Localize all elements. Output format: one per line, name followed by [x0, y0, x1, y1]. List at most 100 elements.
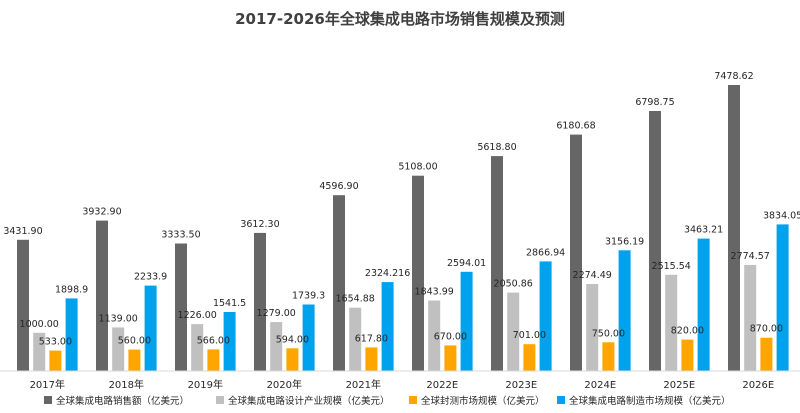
value-label-s4-2: 1541.5 [213, 298, 246, 309]
bar-s4-0 [65, 298, 78, 371]
value-label-s3-8: 820.00 [671, 326, 704, 337]
bar-s3-0 [49, 350, 62, 371]
value-label-s4-3: 1739.3 [292, 291, 325, 302]
bar-s1-9 [728, 85, 740, 371]
value-label-s4-5: 2594.01 [447, 258, 486, 269]
bar-s3-4 [365, 347, 378, 371]
bar-s1-4 [333, 195, 345, 371]
x-tick-label-9: 2026E [742, 380, 774, 391]
legend-label-4: 全球集成电路制造市场规模（亿美元） [569, 395, 731, 407]
bar-s3-1 [128, 349, 141, 371]
value-label-s2-5: 1843.99 [415, 287, 454, 298]
bar-s1-5 [412, 175, 424, 371]
bar-s2-9 [744, 264, 757, 371]
legend-label-1: 全球集成电路销售额（亿美元） [56, 395, 189, 407]
x-tick-label-1: 2018年 [109, 378, 144, 391]
bar-s3-7 [602, 342, 615, 371]
x-tick-label-2: 2019年 [188, 378, 223, 391]
value-label-s3-7: 750.00 [592, 328, 625, 339]
value-label-s2-2: 1226.00 [178, 310, 217, 321]
bar-s1-6 [491, 156, 503, 371]
value-label-s3-2: 566.00 [197, 335, 230, 346]
bar-s4-7 [618, 250, 631, 371]
value-label-s3-5: 670.00 [434, 331, 467, 342]
bar-s3-9 [760, 337, 773, 371]
value-label-s1-0: 3431.90 [3, 226, 42, 237]
value-label-s3-9: 870.00 [750, 324, 783, 335]
x-tick-label-4: 2021年 [346, 378, 381, 391]
legend: 全球集成电路销售额（亿美元） 全球集成电路设计产业规模（亿美元） 全球封测市场规模（… [44, 395, 731, 407]
value-label-s4-1: 2233.9 [134, 272, 167, 283]
bar-s1-3 [254, 232, 266, 371]
bar-s2-4 [349, 307, 362, 371]
bar-s4-2 [223, 312, 236, 371]
bar-s2-8 [665, 274, 678, 371]
bar-s3-5 [444, 345, 457, 371]
bar-s2-5 [428, 300, 441, 371]
bar-s2-3 [270, 322, 283, 371]
bar-s4-3 [302, 304, 315, 371]
bar-s3-8 [681, 339, 694, 371]
bar-s1-7 [570, 134, 582, 371]
value-label-s4-7: 3156.19 [605, 236, 644, 247]
bars-layer [17, 85, 789, 371]
value-label-s2-6: 2050.86 [494, 279, 533, 290]
bar-s3-2 [207, 349, 220, 371]
value-label-s4-0: 1898.9 [55, 284, 88, 295]
bar-s4-5 [460, 271, 473, 371]
x-tick-label-0: 2017年 [30, 378, 65, 391]
value-label-s3-0: 533.00 [39, 337, 72, 348]
legend-swatch-2 [216, 396, 224, 404]
value-label-s3-3: 594.00 [276, 334, 309, 345]
x-tick-labels: 2017年 2018年 2019年 2020年 2021年 2022E 2023E 2024E… [30, 378, 775, 391]
value-label-s1-4: 4596.90 [319, 181, 358, 192]
legend-label-3: 全球封测市场规模（亿美元） [421, 395, 545, 407]
legend-swatch-3 [409, 396, 417, 404]
bar-s1-0 [17, 239, 29, 371]
value-label-s1-6: 5618.80 [477, 142, 516, 153]
legend-label-2: 全球集成电路设计产业规模（亿美元） [228, 395, 390, 407]
value-label-s3-6: 701.00 [513, 330, 546, 341]
legend-swatch-4 [557, 396, 565, 404]
value-label-s1-8: 6798.75 [635, 97, 674, 108]
value-label-s4-9: 3834.05 [763, 210, 800, 221]
value-label-s3-4: 617.80 [355, 333, 388, 344]
bar-s4-8 [697, 238, 710, 371]
bar-s3-3 [286, 348, 299, 371]
x-tick-label-6: 2023E [505, 380, 537, 391]
bar-s2-1 [112, 327, 125, 371]
value-label-s2-0: 1000.00 [20, 319, 59, 330]
value-label-s2-3: 1279.00 [257, 308, 296, 319]
value-label-s1-9: 7478.62 [714, 71, 753, 82]
bar-s2-7 [586, 284, 599, 371]
bar-s1-2 [175, 243, 187, 371]
value-label-s4-4: 2324.216 [365, 268, 410, 279]
x-tick-label-3: 2020年 [267, 378, 302, 391]
bar-s4-6 [539, 261, 552, 371]
value-label-s2-4: 1654.88 [336, 294, 375, 305]
bar-s1-8 [649, 111, 661, 371]
bar-s3-6 [523, 344, 536, 371]
x-tick-label-5: 2022E [426, 380, 458, 391]
value-label-s2-7: 2274.49 [573, 270, 612, 281]
value-label-s2-9: 2774.57 [731, 251, 770, 262]
value-label-s4-6: 2866.94 [526, 247, 565, 258]
bar-s2-0 [33, 332, 46, 371]
value-label-s3-1: 560.00 [118, 336, 151, 347]
chart-title: 2017-2026年全球集成电路市场销售规模及预测 [235, 10, 565, 28]
bar-s4-9 [776, 224, 789, 371]
value-labels-layer: 3431.90 1000.00 533.00 1898.9 3932.90 1139.00… [3, 71, 800, 348]
value-label-s2-8: 2515.54 [652, 261, 691, 272]
bar-s4-1 [144, 285, 157, 371]
x-tick-label-7: 2024E [584, 380, 616, 391]
value-label-s2-1: 1139.00 [99, 313, 138, 324]
value-label-s1-5: 5108.00 [398, 162, 437, 173]
bar-s1-1 [96, 220, 108, 371]
value-label-s4-8: 3463.21 [684, 225, 723, 236]
legend-swatch-1 [44, 396, 52, 404]
value-label-s1-2: 3333.50 [161, 230, 200, 241]
value-label-s1-7: 6180.68 [556, 121, 595, 132]
bar-s2-6 [507, 292, 520, 371]
